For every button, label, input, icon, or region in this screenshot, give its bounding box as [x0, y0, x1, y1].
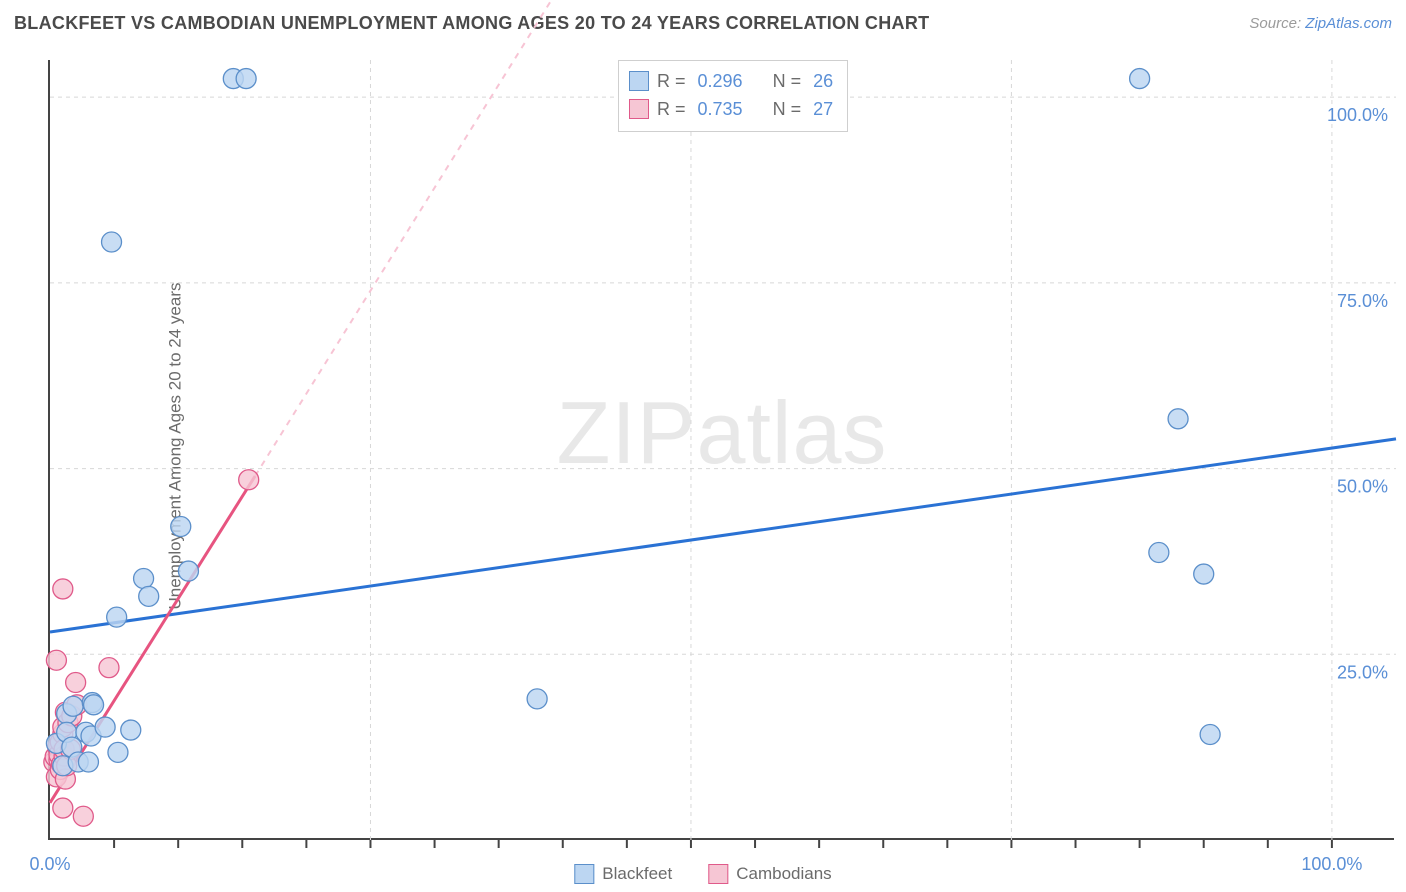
statistics-legend: R = 0.296 N = 26 R = 0.735 N = 27 — [618, 60, 848, 132]
r-value-cambodians: 0.735 — [698, 99, 743, 120]
source-link[interactable]: ZipAtlas.com — [1305, 15, 1392, 32]
swatch-blackfeet — [629, 71, 649, 91]
r-label: R = — [657, 99, 686, 120]
chart-title: BLACKFEET VS CAMBODIAN UNEMPLOYMENT AMON… — [14, 13, 929, 34]
swatch-cambodians — [708, 864, 728, 884]
plot-canvas: 25.0%50.0%75.0%100.0%0.0%100.0% — [50, 60, 1394, 838]
svg-text:25.0%: 25.0% — [1337, 662, 1388, 682]
n-value-cambodians: 27 — [813, 99, 833, 120]
r-value-blackfeet: 0.296 — [698, 71, 743, 92]
svg-text:50.0%: 50.0% — [1337, 477, 1388, 497]
legend-label-cambodians: Cambodians — [736, 864, 831, 884]
legend-item-cambodians: Cambodians — [708, 864, 831, 884]
series-legend: Blackfeet Cambodians — [574, 864, 831, 884]
n-value-blackfeet: 26 — [813, 71, 833, 92]
title-bar: BLACKFEET VS CAMBODIAN UNEMPLOYMENT AMON… — [0, 0, 1406, 46]
stat-row-blackfeet: R = 0.296 N = 26 — [629, 67, 833, 95]
swatch-blackfeet — [574, 864, 594, 884]
legend-item-blackfeet: Blackfeet — [574, 864, 672, 884]
n-label: N = — [773, 71, 802, 92]
stat-row-cambodians: R = 0.735 N = 27 — [629, 95, 833, 123]
svg-text:0.0%: 0.0% — [29, 854, 70, 874]
n-label: N = — [773, 99, 802, 120]
source-label: Source: — [1249, 15, 1301, 32]
svg-text:100.0%: 100.0% — [1327, 105, 1388, 125]
r-label: R = — [657, 71, 686, 92]
legend-label-blackfeet: Blackfeet — [602, 864, 672, 884]
svg-text:100.0%: 100.0% — [1301, 854, 1362, 874]
source-attribution: Source: ZipAtlas.com — [1249, 15, 1392, 32]
swatch-cambodians — [629, 99, 649, 119]
correlation-chart: ZIPatlas 25.0%50.0%75.0%100.0%0.0%100.0% — [48, 60, 1394, 840]
svg-text:75.0%: 75.0% — [1337, 291, 1388, 311]
